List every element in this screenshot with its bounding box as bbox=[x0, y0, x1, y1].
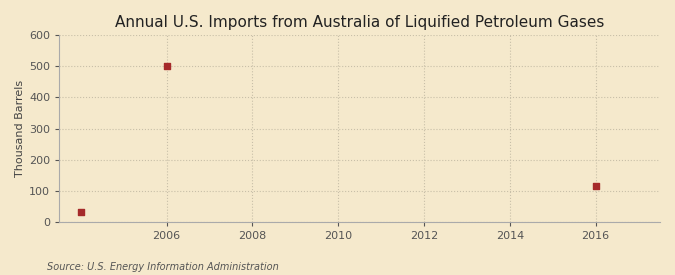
Point bbox=[76, 210, 86, 214]
Point bbox=[161, 64, 172, 68]
Title: Annual U.S. Imports from Australia of Liquified Petroleum Gases: Annual U.S. Imports from Australia of Li… bbox=[115, 15, 604, 30]
Point bbox=[590, 184, 601, 188]
Text: Source: U.S. Energy Information Administration: Source: U.S. Energy Information Administ… bbox=[47, 262, 279, 272]
Y-axis label: Thousand Barrels: Thousand Barrels bbox=[15, 80, 25, 177]
